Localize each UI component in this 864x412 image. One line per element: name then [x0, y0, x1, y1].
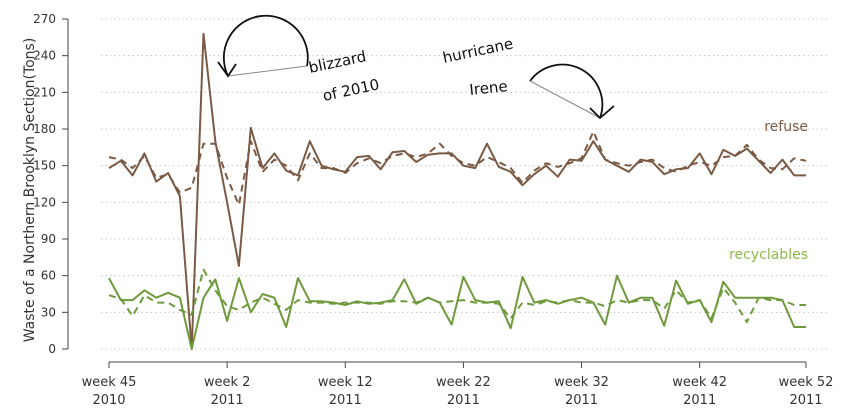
- x-tick-label-year: 2011: [211, 393, 244, 408]
- x-tick-label-week: week 12: [318, 375, 373, 390]
- series-1-dashed-line: [108, 130, 807, 206]
- x-tick-label-year: 2011: [565, 393, 598, 408]
- y-tick-label: 30: [41, 305, 56, 319]
- y-tick-label: 60: [41, 269, 56, 283]
- x-tick-label-week: week 42: [672, 375, 727, 390]
- recyclables-series-label: recyclables: [729, 247, 808, 263]
- annotation-label-line2: Irene: [469, 77, 509, 99]
- series-3-dashed-line: [108, 268, 806, 324]
- x-tick-label-week: week 45: [82, 375, 137, 390]
- y-tick-label: 180: [33, 122, 56, 136]
- x-tick-label-week: week 22: [436, 375, 491, 390]
- x-tick-label-year: 2010: [92, 393, 125, 408]
- annotation-label-line2: of 2010: [321, 75, 381, 105]
- hurricane-arc-arrow: [529, 63, 604, 119]
- hurricane-arc-chord: [529, 80, 601, 119]
- blizzard-arc-arrow: [222, 14, 309, 77]
- x-tick-label-week: week 52: [779, 375, 834, 390]
- annotation-label-line1: blizzard: [307, 47, 368, 77]
- blizzard-arrowhead: [217, 61, 237, 78]
- y-tick-label: 90: [41, 232, 56, 246]
- y-tick-label: 270: [33, 12, 56, 26]
- annotation-label-line1: hurricane: [441, 34, 515, 66]
- y-tick-label: 0: [48, 342, 56, 356]
- axis-layer: 0 30 60 90 120 150 180 210 240 270 week 45 2010 week…: [33, 12, 833, 408]
- x-tick-label-week: week 32: [554, 375, 609, 390]
- x-tick-label-year: 2011: [447, 393, 480, 408]
- y-tick-label: 150: [33, 159, 56, 173]
- x-tick-label-week: week 2: [204, 375, 251, 390]
- x-tick-label-year: 2011: [329, 393, 362, 408]
- label-layer: refuse recyclables: [729, 119, 808, 263]
- grid-layer: [101, 18, 830, 350]
- y-tick-label: 120: [33, 195, 56, 209]
- y-tick-label: 240: [33, 49, 56, 63]
- x-tick-label-year: 2011: [789, 393, 822, 408]
- blizzard-arc-chord: [227, 65, 308, 77]
- series-layer: [108, 32, 807, 350]
- hurricane-arrowhead: [589, 105, 615, 120]
- y-tick-label: 210: [33, 85, 56, 99]
- x-tick-label-year: 2011: [683, 393, 716, 408]
- y-axis-title: Waste of a Northern Brooklyn Section(Ton…: [22, 38, 38, 343]
- refuse-series-label: refuse: [764, 119, 808, 135]
